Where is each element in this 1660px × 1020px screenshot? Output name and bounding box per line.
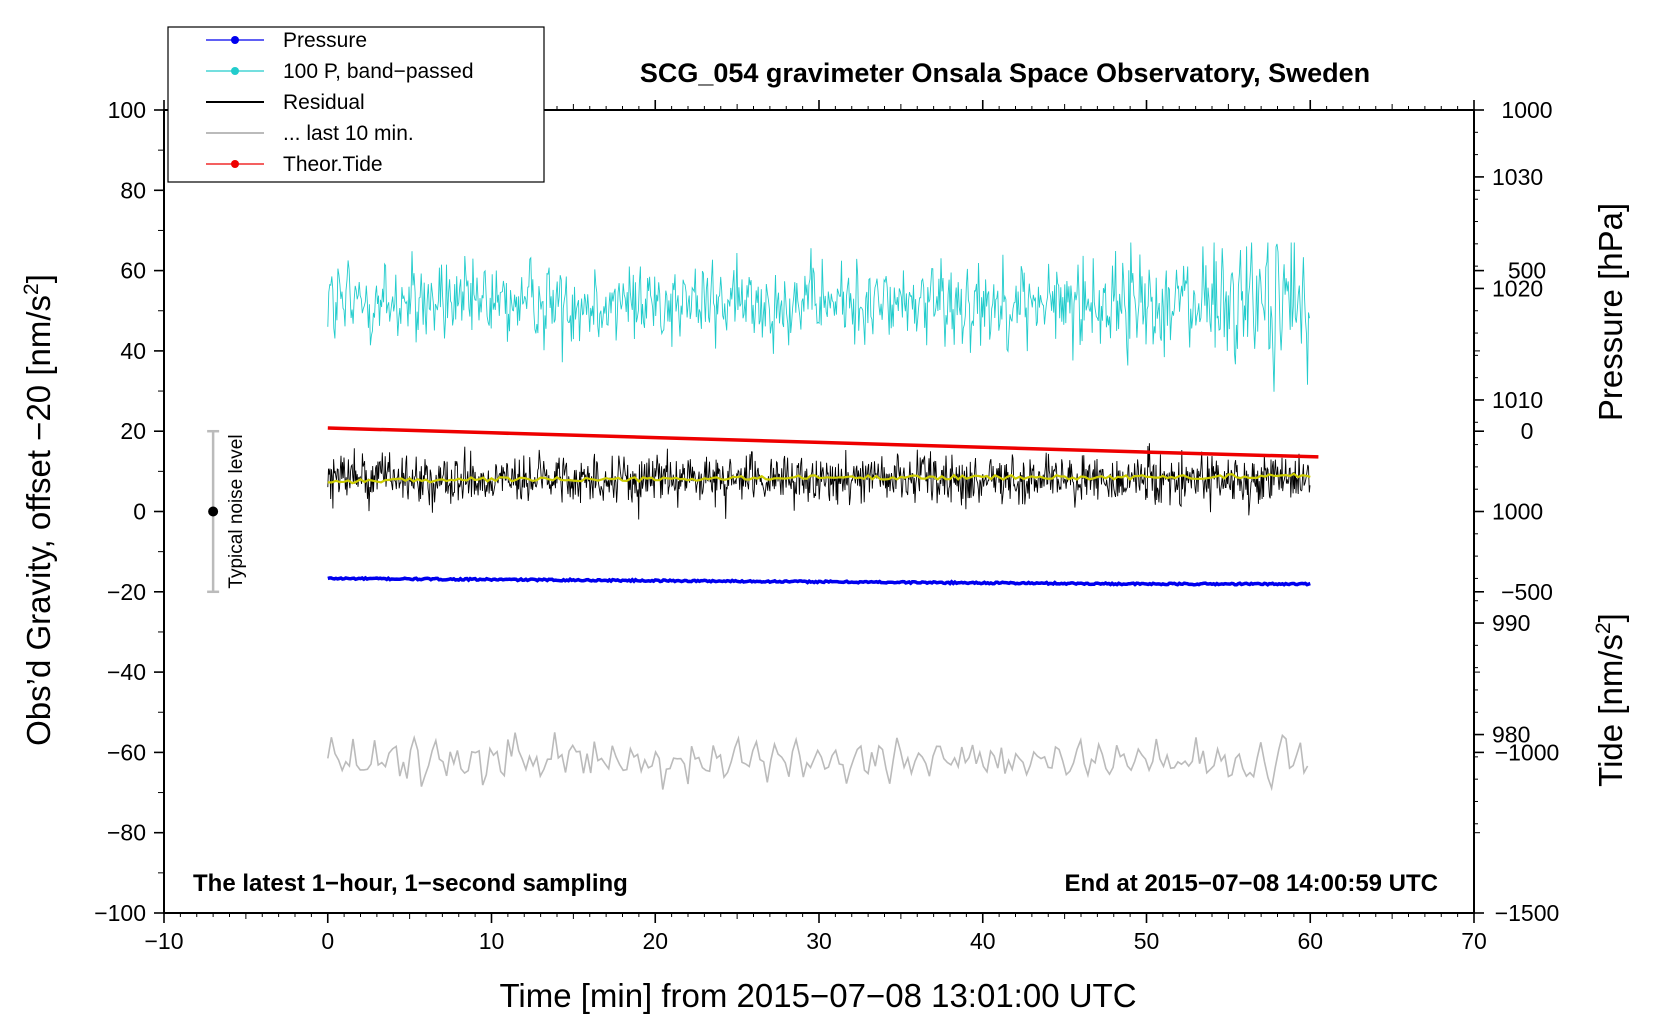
y-axis-title-sup: 2 xyxy=(20,283,43,295)
annotation-bottom-right: End at 2015−07−08 14:00:59 UTC xyxy=(1064,870,1438,897)
legend-label: Theor.Tide xyxy=(283,153,383,176)
tide-tick-label: −500 xyxy=(1501,579,1553,605)
legend-label: 100 P, band−passed xyxy=(283,60,474,83)
x-tick-label: 10 xyxy=(479,928,505,954)
legend-swatch-marker xyxy=(231,160,239,168)
x-tick-label: 50 xyxy=(1134,928,1160,954)
x-tick-label: 0 xyxy=(321,928,334,954)
y-tick-label: −80 xyxy=(107,820,146,846)
y-tick-label: 60 xyxy=(120,258,146,284)
x-tick-label: −10 xyxy=(144,928,183,954)
chart-title: SCG_054 gravimeter Onsala Space Observat… xyxy=(640,58,1370,88)
tide-tick-label: −1500 xyxy=(1495,900,1560,926)
legend-items: Pressure 100 P, band−passed Residual ... la… xyxy=(206,29,474,176)
legend-label: Pressure xyxy=(283,29,367,52)
y-axis-title-main: Obs’d Gravity, offset −20 [nm/s xyxy=(20,295,57,746)
series-layer xyxy=(327,242,1319,792)
y-tick-label: 20 xyxy=(120,418,146,444)
x-tick-label: 30 xyxy=(806,928,832,954)
tide-axis-title: Tide [nm/s2] xyxy=(1592,613,1629,787)
tide-axis-title-main: Tide [nm/s xyxy=(1592,634,1629,787)
pressure-tick-label: 1010 xyxy=(1492,387,1543,413)
y-tick-label: −60 xyxy=(107,739,146,765)
noise-bar-label: Typical noise level xyxy=(226,434,247,588)
legend-swatch-marker xyxy=(231,67,239,75)
y-tick-label: 0 xyxy=(133,499,146,525)
x-tick-label: 40 xyxy=(970,928,996,954)
legend-swatch-marker xyxy=(231,36,239,44)
tide-tick-label: 0 xyxy=(1521,418,1534,444)
pressure-tick-label: 1000 xyxy=(1492,499,1543,525)
tide-axis-title-close: ] xyxy=(1592,613,1629,622)
y-tick-label: 40 xyxy=(120,338,146,364)
legend-label: ... last 10 min. xyxy=(283,122,414,145)
tide-tick-label: −1000 xyxy=(1495,739,1560,765)
tide-tick-label: 1000 xyxy=(1501,97,1552,123)
pressure-line xyxy=(327,575,1311,587)
y-tick-label: 100 xyxy=(108,97,146,123)
y-tick-label: −40 xyxy=(107,659,146,685)
legend: Pressure 100 P, band−passed Residual ... la… xyxy=(167,26,545,183)
y-axis-title: Obs’d Gravity, offset −20 [nm/s2] xyxy=(20,274,57,746)
legend-box xyxy=(167,26,545,183)
pressure-tick-label: 1030 xyxy=(1492,164,1543,190)
y-axis-title-close: ] xyxy=(20,274,57,283)
noise-bar: Typical noise level xyxy=(207,429,247,594)
tide-tick-label: 500 xyxy=(1508,258,1546,284)
pressure-tick-label: 980 xyxy=(1492,722,1530,748)
x-axis-title: Time [min] from 2015−07−08 13:01:00 UTC xyxy=(499,977,1136,1014)
residual-line xyxy=(327,443,1311,520)
legend-label: Residual xyxy=(283,91,365,114)
x-tick-label: 70 xyxy=(1461,928,1487,954)
noise-bar-center-dot xyxy=(208,506,219,517)
pressure-tick-label: 990 xyxy=(1492,610,1530,636)
tide-axis-title-sup: 2 xyxy=(1592,622,1615,634)
theoretical-tide-line xyxy=(327,426,1319,459)
last-10-min-line xyxy=(327,732,1309,792)
x-tick-label: 60 xyxy=(1297,928,1323,954)
y-tick-label: 80 xyxy=(120,177,146,203)
axis-ticks: −10 0 10 20 30 40 50 60 70100806040200−20−40−60−… xyxy=(94,97,1559,954)
pressure-axis-title: Pressure [hPa] xyxy=(1592,203,1629,421)
y-tick-label: −20 xyxy=(107,579,146,605)
x-tick-label: 20 xyxy=(642,928,668,954)
annotation-bottom-left: The latest 1−hour, 1−second sampling xyxy=(193,870,628,897)
y-tick-label: −100 xyxy=(94,900,146,926)
residual-smoothed-line xyxy=(327,472,1311,485)
pressure-tick-label: 1020 xyxy=(1492,275,1543,301)
band-passed-pressure-line xyxy=(327,242,1310,392)
